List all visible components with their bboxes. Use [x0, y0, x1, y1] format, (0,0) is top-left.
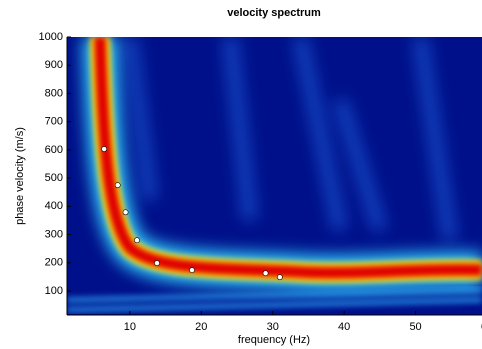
y-tick-label: 700: [45, 116, 63, 128]
y-tick-label: 400: [45, 200, 63, 212]
x-tick-label: 10: [124, 321, 136, 333]
data-point: [134, 237, 140, 244]
data-point: [122, 209, 129, 216]
y-tick-label: 1000: [39, 31, 63, 43]
data-point: [189, 267, 195, 274]
y-tick-label: 100: [45, 285, 63, 297]
x-tick-label: 50: [409, 321, 421, 333]
y-axis-label: phase velocity (m/s): [14, 127, 26, 225]
chart-title: velocity spectrum: [227, 7, 321, 19]
y-tick-label: 200: [45, 257, 63, 269]
spectrum-image: [67, 37, 482, 315]
y-tick-label: 500: [45, 172, 63, 184]
x-tick-label: 40: [338, 321, 350, 333]
data-point: [262, 270, 269, 277]
data-point: [101, 146, 108, 152]
x-tick-label: 60: [481, 321, 482, 333]
data-point: [276, 274, 283, 281]
y-tick-label: 800: [45, 87, 63, 99]
x-tick-label: 20: [195, 321, 207, 333]
y-tick-label: 300: [45, 228, 63, 240]
x-axis-label: frequency (Hz): [238, 334, 310, 346]
y-tick-label: 900: [45, 59, 63, 71]
x-tick-label: 30: [267, 321, 279, 333]
y-tick-label: 600: [45, 144, 63, 156]
data-point: [114, 182, 121, 189]
data-point: [154, 260, 160, 266]
